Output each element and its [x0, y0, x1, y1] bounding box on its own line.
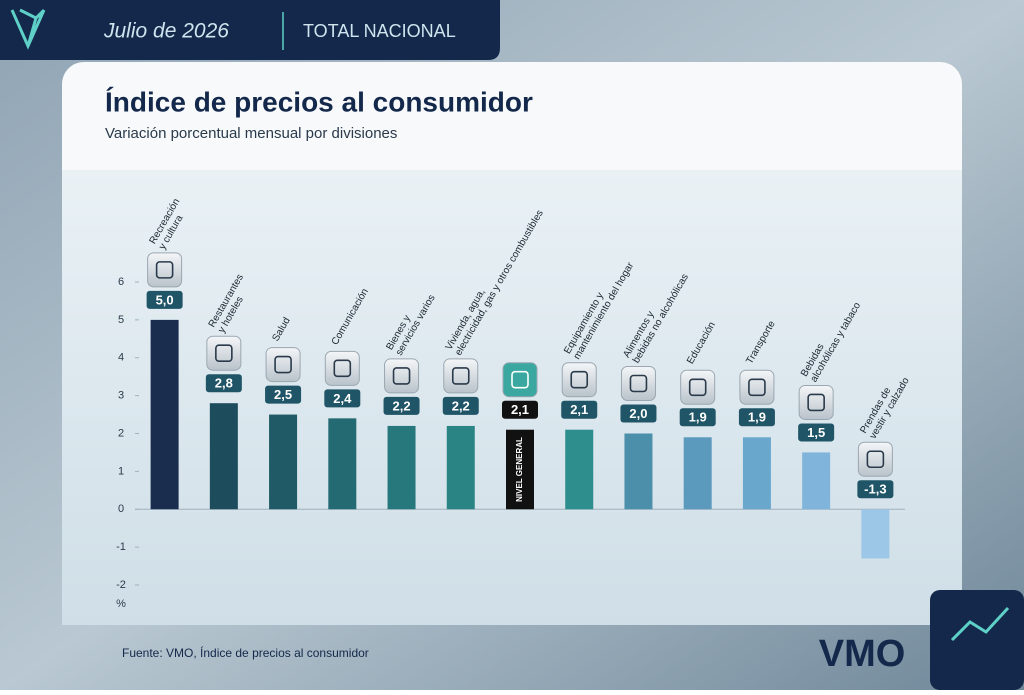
period: Julio de 2026	[103, 20, 229, 43]
category-icon	[384, 358, 420, 394]
category-icon-glyph	[866, 450, 885, 469]
category-icon-glyph	[629, 374, 648, 393]
category-icon	[206, 335, 242, 371]
source: Fuente: VMO, Índice de precios al consum…	[122, 645, 369, 660]
category-icon-glyph	[511, 370, 529, 389]
value-label-box	[502, 400, 538, 419]
value-label: -1,3	[864, 482, 886, 497]
y-unit: %	[116, 598, 126, 610]
logo-badge	[930, 590, 1024, 690]
y-tick-label: 5	[118, 314, 124, 326]
category-icon-glyph	[215, 344, 233, 363]
category-icon	[561, 362, 597, 398]
y-tick-label: 3	[118, 390, 124, 402]
category-icon-glyph	[155, 261, 174, 279]
bar	[150, 319, 179, 510]
value-label-box	[738, 408, 775, 427]
value-label: 2,2	[452, 398, 470, 413]
category-label: NIVEL GENERAL	[515, 437, 524, 502]
value-label-box	[798, 423, 835, 442]
value-label: 2,2	[392, 398, 410, 413]
value-label-box	[205, 374, 242, 393]
category-icon-glyph	[333, 359, 352, 378]
bar	[506, 429, 534, 510]
value-label: 1,9	[689, 410, 707, 425]
bar	[328, 418, 357, 510]
bar	[802, 452, 831, 510]
y-tick-label: 4	[118, 352, 124, 364]
value-label: 2,1	[570, 402, 588, 417]
value-label-box	[324, 389, 361, 408]
category-icon	[265, 347, 301, 383]
value-label: 1,5	[807, 425, 825, 440]
category-icon	[798, 384, 834, 420]
chart-title: Índice de precios al consumidor	[105, 86, 533, 117]
value-label: 2,0	[629, 406, 647, 421]
value-label: 5,0	[156, 292, 174, 307]
bar	[387, 425, 416, 510]
value-label-box	[857, 480, 894, 499]
category-icon	[680, 369, 716, 405]
category-icon-glyph	[807, 393, 825, 412]
value-label-box	[620, 404, 657, 423]
scope: TOTAL NACIONAL	[303, 21, 456, 41]
category-icon-glyph	[748, 378, 766, 397]
category-icon	[443, 358, 479, 394]
category-icon	[620, 366, 656, 401]
value-label: 2,4	[333, 391, 352, 406]
category-icon	[147, 252, 183, 288]
bar	[861, 509, 890, 559]
category-icon-glyph	[451, 367, 470, 385]
logo: VMO	[819, 633, 906, 675]
header-band	[0, 0, 500, 60]
value-label: 2,1	[511, 402, 529, 417]
y-tick-label: 0	[118, 503, 124, 515]
chart-subtitle: Variación porcentual mensual por divisio…	[105, 125, 397, 142]
category-icon-glyph	[392, 367, 411, 385]
y-tick-label: 6	[118, 276, 124, 288]
bar	[446, 425, 475, 510]
value-label-box	[146, 290, 183, 309]
category-icon-glyph	[688, 378, 707, 397]
y-tick-label: -2	[116, 579, 126, 591]
bar	[565, 429, 594, 510]
value-label-box	[265, 385, 302, 404]
value-label-box	[383, 396, 420, 415]
category-icon-glyph	[274, 355, 292, 374]
value-label-box	[679, 408, 716, 427]
value-label-box	[442, 396, 479, 415]
category-icon	[502, 362, 538, 398]
category-icon	[739, 369, 775, 405]
y-tick-label: 1	[118, 465, 124, 477]
logo-graph	[950, 606, 1010, 642]
value-label: 2,8	[215, 376, 233, 391]
bar	[683, 437, 712, 510]
bar	[742, 437, 771, 510]
category-icon-glyph	[570, 370, 589, 389]
bar	[269, 414, 298, 510]
value-label-box	[561, 400, 598, 419]
value-label: 1,9	[748, 410, 766, 425]
y-tick-label: -1	[116, 541, 126, 553]
brand-mark	[10, 8, 46, 50]
bar	[624, 433, 653, 510]
value-label: 2,5	[274, 387, 292, 402]
category-icon	[324, 350, 360, 386]
bar	[209, 403, 238, 510]
y-tick-label: 2	[118, 427, 124, 439]
category-icon	[857, 441, 893, 477]
